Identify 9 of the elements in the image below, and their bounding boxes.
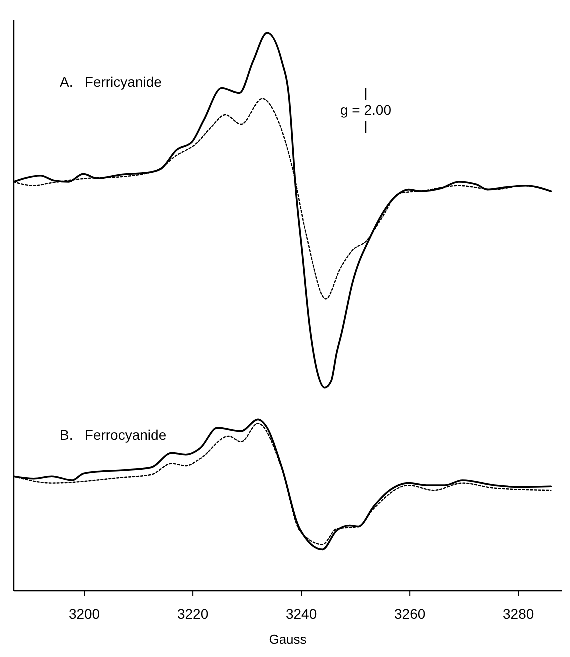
x-tick-label: 3280: [503, 606, 534, 622]
annotation: g = 2.00: [340, 102, 392, 118]
x-tick-label: 3220: [177, 606, 209, 622]
annotation: B. Ferrocyanide: [60, 427, 167, 443]
x-tick-label: 3240: [286, 606, 318, 622]
x-tick-label: 3200: [68, 606, 100, 622]
x-axis-title: Gauss: [269, 632, 308, 647]
annotation: A. Ferricyanide: [60, 74, 162, 90]
x-tick-label: 3260: [394, 606, 426, 622]
